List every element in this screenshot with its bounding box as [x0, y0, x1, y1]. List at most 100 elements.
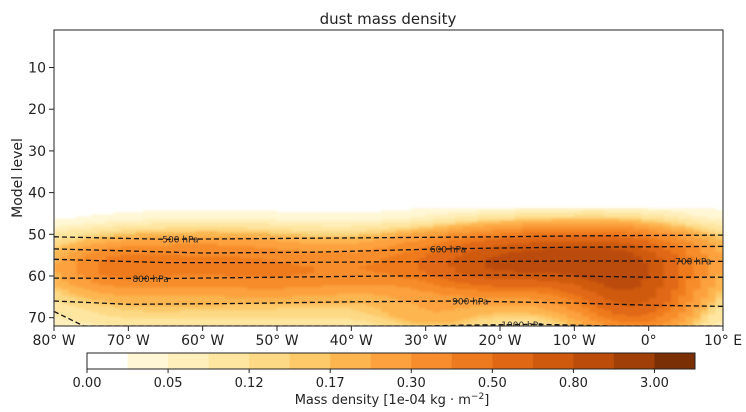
density-cell [678, 256, 694, 259]
density-cell [68, 254, 85, 257]
density-cell [514, 216, 642, 220]
density-cell [68, 283, 100, 286]
colorbar-swatch [573, 353, 615, 369]
density-cell [98, 235, 115, 238]
density-cell [723, 319, 731, 322]
colorbar-swatch [87, 353, 128, 369]
density-cell [708, 318, 723, 322]
density-cell [648, 266, 665, 270]
density-cell [373, 322, 404, 326]
density-cell [485, 266, 650, 270]
density-cell [284, 287, 412, 291]
density-cell [418, 324, 449, 326]
density-cell [693, 229, 702, 232]
density-cell [54, 245, 63, 249]
density-cell [670, 233, 694, 236]
density-cell [395, 320, 412, 324]
density-cell [663, 268, 679, 272]
density-cell [54, 229, 70, 232]
density-cell [314, 268, 367, 272]
density-cell [500, 233, 642, 236]
density-cell [708, 258, 723, 261]
density-cell [373, 247, 419, 251]
density-cell [708, 293, 717, 297]
density-cell [663, 277, 679, 280]
density-cell [670, 241, 694, 245]
density-cell [477, 214, 575, 218]
density-cell [291, 262, 375, 266]
density-cell [581, 297, 605, 301]
density-cell [648, 299, 672, 303]
density-cell [723, 285, 731, 288]
colorbar-swatch [208, 353, 250, 369]
density-cell [708, 289, 723, 293]
density-cell [552, 316, 568, 320]
density-cell [54, 291, 63, 295]
density-cell [128, 304, 226, 307]
density-cell [723, 256, 731, 259]
density-cell [700, 229, 717, 232]
density-cell [68, 295, 85, 299]
density-cell [403, 318, 464, 322]
density-cell [470, 283, 575, 286]
colorbar-frame [86, 352, 696, 370]
density-cell [418, 266, 456, 270]
density-cell [633, 243, 657, 247]
density-cell [425, 308, 456, 311]
density-cell [217, 231, 271, 234]
density-cell [373, 306, 419, 309]
density-cell [358, 241, 404, 245]
density-cell [596, 312, 613, 316]
density-cell [395, 254, 427, 257]
density-cell [470, 231, 523, 234]
density-cell [685, 291, 694, 295]
density-cell [373, 270, 427, 274]
density-cell [61, 293, 77, 297]
density-cell [418, 247, 442, 251]
density-cell [143, 310, 181, 314]
colorbar-swatch [613, 353, 655, 369]
density-cell [366, 304, 419, 307]
density-cell [604, 295, 657, 299]
density-cell [678, 262, 694, 266]
density-cell [663, 279, 679, 282]
density-cell [447, 239, 486, 243]
density-cell [685, 222, 717, 226]
density-cell [656, 295, 672, 299]
density-cell [120, 239, 278, 243]
density-cell [54, 231, 100, 234]
density-cell [462, 252, 509, 255]
density-cell [678, 243, 694, 247]
density-cell [83, 308, 122, 311]
density-cell [418, 306, 471, 309]
density-cell [455, 308, 546, 311]
density-cell [83, 274, 107, 278]
density-cell [708, 304, 717, 307]
density-cell [693, 268, 709, 272]
density-cell [395, 285, 442, 289]
density-cell [447, 262, 486, 266]
density-cell [693, 312, 702, 316]
density-cell [708, 314, 723, 318]
density-cell [641, 256, 657, 259]
density-cell [648, 274, 665, 278]
density-cell [723, 302, 731, 305]
density-cell [54, 297, 77, 301]
density-cell [314, 270, 375, 274]
density-cell [566, 308, 590, 311]
density-cell [700, 220, 723, 224]
density-cell [433, 283, 471, 286]
density-cell [54, 324, 107, 326]
density-cell [708, 274, 717, 278]
density-cell [678, 314, 694, 318]
density-cell [693, 226, 709, 230]
density-cell [693, 241, 709, 245]
colorbar-swatch [289, 353, 331, 369]
density-cell [566, 320, 583, 324]
density-cell [648, 277, 665, 280]
colorbar-swatch [492, 353, 534, 369]
density-cell [708, 270, 723, 274]
density-cell [723, 287, 731, 290]
density-cell [715, 237, 723, 241]
density-cell [678, 220, 702, 224]
